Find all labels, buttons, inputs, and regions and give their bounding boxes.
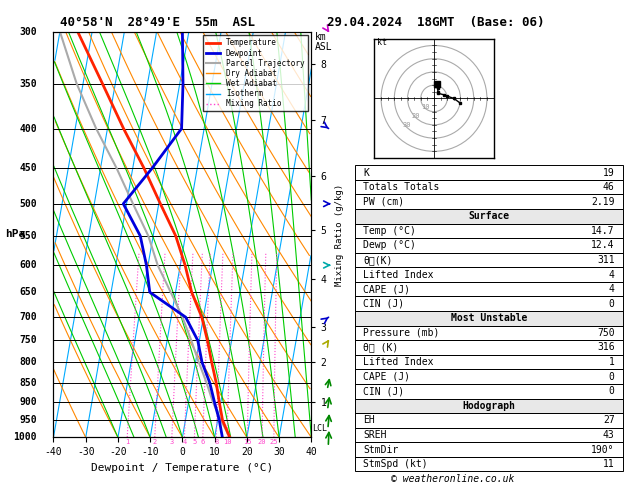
Text: 15: 15: [243, 439, 252, 446]
Text: 11: 11: [603, 459, 615, 469]
Text: 40°58'N  28°49'E  55m  ASL: 40°58'N 28°49'E 55m ASL: [60, 16, 255, 29]
FancyBboxPatch shape: [355, 209, 623, 224]
Text: CAPE (J): CAPE (J): [364, 372, 410, 382]
Text: 12.4: 12.4: [591, 241, 615, 250]
Text: 700: 700: [19, 312, 36, 322]
Text: 2: 2: [153, 439, 157, 446]
Text: 350: 350: [19, 79, 36, 88]
Text: StmSpd (kt): StmSpd (kt): [364, 459, 428, 469]
Text: 190°: 190°: [591, 445, 615, 454]
Text: 1000: 1000: [13, 433, 36, 442]
Text: 300: 300: [19, 27, 36, 36]
Text: 750: 750: [597, 328, 615, 338]
Text: Surface: Surface: [469, 211, 509, 221]
Text: 750: 750: [19, 335, 36, 346]
Text: θᴘ (K): θᴘ (K): [364, 343, 399, 352]
Text: 43: 43: [603, 430, 615, 440]
Text: Totals Totals: Totals Totals: [364, 182, 440, 192]
Text: 30: 30: [403, 122, 411, 128]
Text: Dewp (°C): Dewp (°C): [364, 241, 416, 250]
Text: 800: 800: [19, 357, 36, 367]
FancyBboxPatch shape: [355, 399, 623, 413]
Text: Most Unstable: Most Unstable: [451, 313, 527, 323]
Text: hPa: hPa: [6, 229, 26, 240]
Text: 600: 600: [19, 260, 36, 270]
Text: 14.7: 14.7: [591, 226, 615, 236]
Text: 4: 4: [609, 270, 615, 279]
Text: 19: 19: [603, 168, 615, 177]
Text: 400: 400: [19, 123, 36, 134]
Text: 900: 900: [19, 397, 36, 407]
Text: 10: 10: [421, 104, 429, 110]
Text: 311: 311: [597, 255, 615, 265]
Text: Hodograph: Hodograph: [462, 401, 516, 411]
Text: Temp (°C): Temp (°C): [364, 226, 416, 236]
X-axis label: Dewpoint / Temperature (°C): Dewpoint / Temperature (°C): [91, 463, 274, 473]
Text: 500: 500: [19, 199, 36, 209]
Text: CAPE (J): CAPE (J): [364, 284, 410, 294]
Text: 0: 0: [609, 372, 615, 382]
Text: km
ASL: km ASL: [314, 32, 332, 52]
Text: 6: 6: [201, 439, 205, 446]
Text: StmDir: StmDir: [364, 445, 399, 454]
Text: 5: 5: [192, 439, 196, 446]
Text: 27: 27: [603, 416, 615, 425]
Text: 2.19: 2.19: [591, 197, 615, 207]
Text: 316: 316: [597, 343, 615, 352]
Text: θᴘ(K): θᴘ(K): [364, 255, 392, 265]
Text: LCL: LCL: [312, 424, 327, 434]
Text: Pressure (mb): Pressure (mb): [364, 328, 440, 338]
Text: Lifted Index: Lifted Index: [364, 270, 434, 279]
Text: 0: 0: [609, 299, 615, 309]
Text: 20: 20: [412, 113, 420, 120]
FancyBboxPatch shape: [355, 311, 623, 326]
Text: Lifted Index: Lifted Index: [364, 357, 434, 367]
Text: 4: 4: [609, 284, 615, 294]
Text: PW (cm): PW (cm): [364, 197, 404, 207]
Text: 3: 3: [170, 439, 174, 446]
Text: SREH: SREH: [364, 430, 387, 440]
Text: 10: 10: [223, 439, 231, 446]
Text: CIN (J): CIN (J): [364, 299, 404, 309]
Text: 650: 650: [19, 287, 36, 297]
Text: CIN (J): CIN (J): [364, 386, 404, 396]
Legend: Temperature, Dewpoint, Parcel Trajectory, Dry Adiabat, Wet Adiabat, Isotherm, Mi: Temperature, Dewpoint, Parcel Trajectory…: [203, 35, 308, 111]
Text: 0: 0: [609, 386, 615, 396]
Text: 8: 8: [214, 439, 218, 446]
Text: 4: 4: [182, 439, 187, 446]
Text: 850: 850: [19, 378, 36, 388]
Text: 29.04.2024  18GMT  (Base: 06): 29.04.2024 18GMT (Base: 06): [327, 16, 545, 29]
Text: 1: 1: [125, 439, 130, 446]
Text: 450: 450: [19, 163, 36, 173]
Text: 1: 1: [609, 357, 615, 367]
Text: Mixing Ratio (g/kg): Mixing Ratio (g/kg): [335, 183, 344, 286]
Text: 20: 20: [258, 439, 266, 446]
Text: 25: 25: [270, 439, 278, 446]
Text: 550: 550: [19, 231, 36, 241]
Text: EH: EH: [364, 416, 375, 425]
Text: 950: 950: [19, 415, 36, 425]
Text: kt: kt: [377, 38, 387, 48]
Text: © weatheronline.co.uk: © weatheronline.co.uk: [391, 473, 515, 484]
Text: K: K: [364, 168, 369, 177]
Text: 46: 46: [603, 182, 615, 192]
